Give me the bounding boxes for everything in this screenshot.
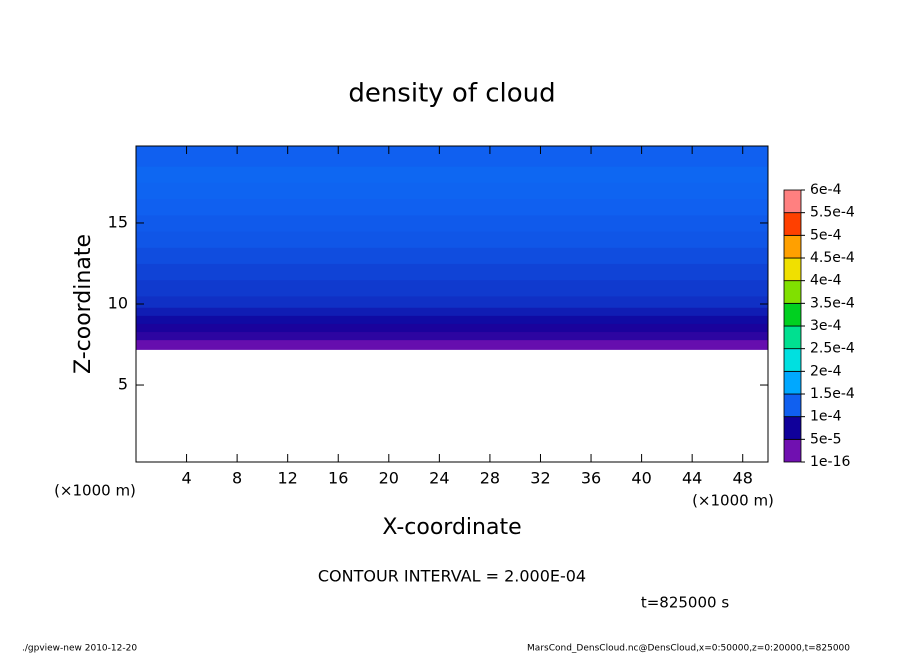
colorbar-swatch bbox=[783, 325, 802, 350]
colorbar-label: 2e-4 bbox=[810, 363, 842, 379]
x-tick-label: 32 bbox=[530, 469, 550, 488]
colorbar-swatch bbox=[783, 348, 802, 372]
colorbar-swatch bbox=[783, 438, 802, 463]
colorbar-swatch bbox=[783, 302, 802, 327]
colorbar-swatch bbox=[783, 189, 802, 214]
colorbar-label: 3e-4 bbox=[810, 318, 842, 334]
colorbar-swatch bbox=[783, 370, 802, 395]
contour-band bbox=[136, 339, 768, 350]
colorbar-label: 1.5e-4 bbox=[810, 386, 855, 402]
colorbar-swatch bbox=[783, 280, 802, 304]
contour-band bbox=[136, 279, 768, 297]
colorbar-label: 6e-4 bbox=[810, 182, 842, 198]
colorbar-label: 1e-16 bbox=[810, 454, 850, 470]
contour-band bbox=[136, 307, 768, 316]
contour-band bbox=[136, 166, 768, 183]
footer-left: ./gpview-new 2010-12-20 bbox=[22, 644, 137, 654]
x-unit-label: (×1000 m) bbox=[692, 492, 774, 510]
contour-note: CONTOUR INTERVAL = 2.000E-04 bbox=[318, 567, 586, 586]
x-tick-label: 48 bbox=[733, 469, 753, 488]
colorbar-label: 2.5e-4 bbox=[810, 341, 855, 357]
colorbar-label: 4.5e-4 bbox=[810, 250, 855, 266]
x-tick-label: 44 bbox=[682, 469, 702, 488]
x-tick-label: 28 bbox=[480, 469, 500, 488]
x-tick-label: 20 bbox=[379, 469, 399, 488]
contour-band bbox=[136, 331, 768, 341]
colorbar-label: 4e-4 bbox=[810, 273, 842, 289]
x-tick-label: 12 bbox=[278, 469, 298, 488]
contour-band bbox=[136, 182, 768, 200]
contour-band bbox=[136, 214, 768, 232]
y-tick-label: 15 bbox=[108, 212, 128, 231]
contour-band bbox=[136, 323, 768, 333]
colorbar-swatch bbox=[783, 257, 802, 282]
x-tick-label: 40 bbox=[631, 469, 651, 488]
x-tick-label: 36 bbox=[581, 469, 601, 488]
footer-right: MarsCond_DensCloud.nc@DensCloud,x=0:5000… bbox=[527, 644, 850, 654]
x-tick-label: 16 bbox=[328, 469, 348, 488]
contour-band bbox=[136, 231, 768, 248]
contour-band bbox=[136, 263, 768, 281]
colorbar-swatch bbox=[783, 393, 802, 418]
y-tick-label: 5 bbox=[118, 375, 128, 394]
colorbar-swatch bbox=[783, 234, 802, 259]
contour-band bbox=[136, 146, 768, 167]
time-label: t=825000 s bbox=[641, 594, 729, 612]
colorbar-swatch bbox=[783, 212, 802, 236]
x-tick-label: 8 bbox=[232, 469, 242, 488]
x-axis-label: X-coordinate bbox=[382, 515, 521, 540]
y-axis-label: Z-coordinate bbox=[71, 234, 96, 374]
colorbar-label: 3.5e-4 bbox=[810, 295, 855, 311]
contour-band bbox=[136, 247, 768, 264]
colorbar-swatch bbox=[783, 416, 802, 440]
colorbar-label: 5e-5 bbox=[810, 431, 841, 447]
x-tick-label: 24 bbox=[429, 469, 449, 488]
colorbar-label: 5e-4 bbox=[810, 227, 842, 243]
contour-band bbox=[136, 295, 768, 308]
chart-title: density of cloud bbox=[348, 79, 555, 109]
x-tick-label: 4 bbox=[181, 469, 191, 488]
colorbar-label: 1e-4 bbox=[810, 409, 842, 425]
contour-band bbox=[136, 315, 768, 324]
y-unit-label: (×1000 m) bbox=[54, 482, 136, 500]
contour-band bbox=[136, 198, 768, 216]
colorbar-label: 5.5e-4 bbox=[810, 205, 855, 221]
y-tick-label: 10 bbox=[108, 294, 128, 313]
